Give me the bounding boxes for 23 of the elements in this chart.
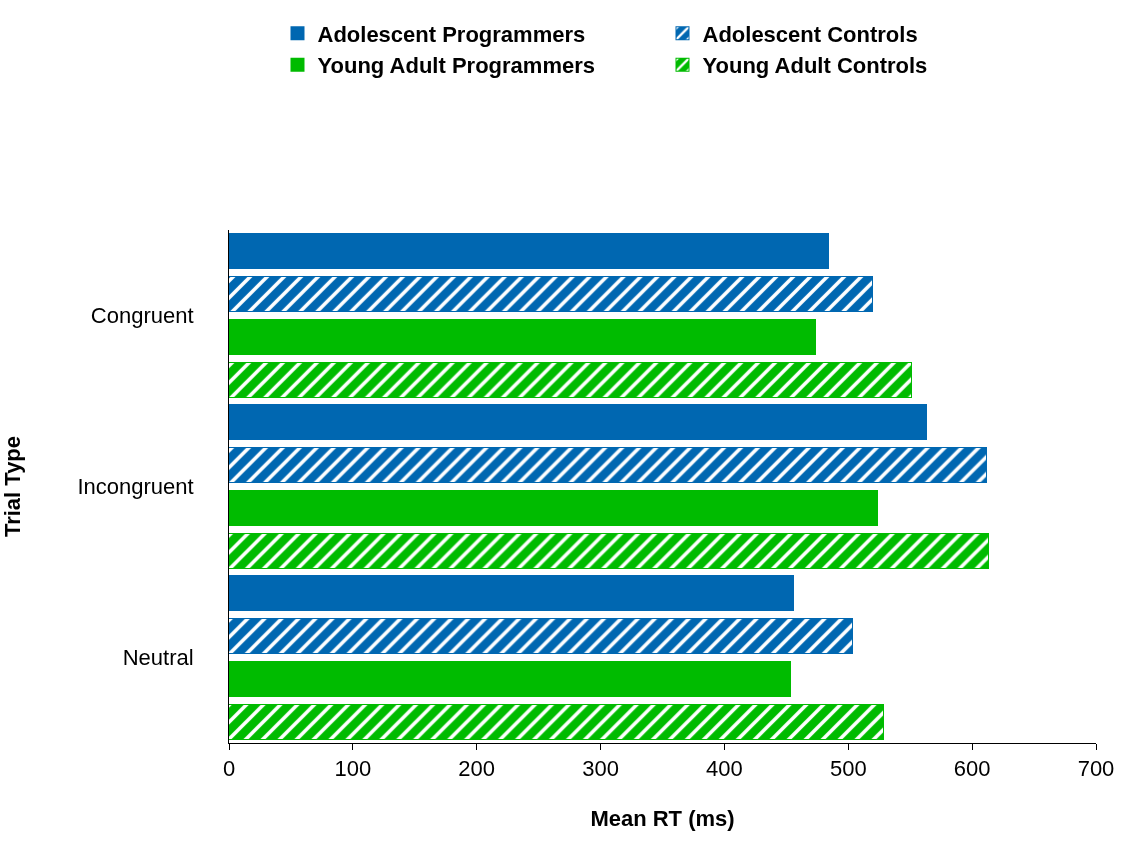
y-tick-label: Congruent [90,303,194,329]
bar [229,575,794,611]
x-tick-label: 700 [1077,756,1115,782]
bar [229,404,927,440]
bar [229,661,791,697]
y-axis-title: Trial Type [0,435,26,538]
legend-label: Adolescent Programmers [317,21,586,47]
x-tick-label: 400 [706,756,743,782]
x-axis-title: Mean RT (ms) [590,806,735,832]
y-tick-label: Incongruent [77,474,194,500]
x-tick-label: 0 [222,756,236,782]
x-tick-label: 200 [458,756,496,782]
bar [229,233,829,269]
legend-label: Young Adult Controls [702,53,928,79]
bar [229,319,816,355]
legend-label: Adolescent Controls [702,21,918,47]
x-tick-label: 600 [953,756,991,782]
y-tick-label: Neutral [122,645,194,671]
x-tick-label: 500 [829,756,867,782]
legend-label: Young Adult Programmers [317,53,595,79]
bar [229,490,878,526]
x-tick-label: 100 [334,756,372,782]
x-tick-label: 300 [582,756,619,782]
